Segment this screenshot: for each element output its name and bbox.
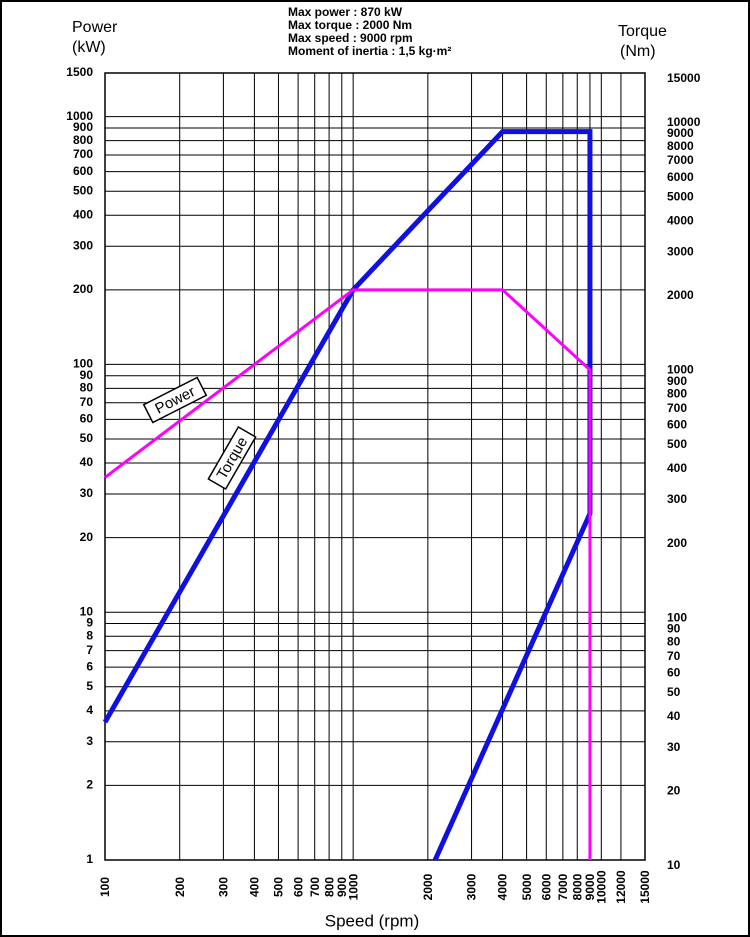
y2-tick-label: 5000 — [667, 189, 694, 203]
y2-tick-label: 15000 — [667, 71, 701, 85]
y2-tick-label: 30 — [667, 740, 681, 754]
y-tick-label: 300 — [73, 238, 93, 252]
y-axis-label: (kW) — [72, 39, 106, 56]
y-tick-label: 70 — [80, 395, 94, 409]
y2-tick-label: 800 — [667, 387, 687, 401]
x-tick-label: 500 — [272, 877, 286, 897]
label-box — [207, 425, 257, 491]
y-tick-label: 9 — [86, 616, 93, 630]
y2-axis-label: (Nm) — [620, 43, 656, 60]
y2-tick-label: 10000 — [667, 115, 701, 129]
x-tick-label: 700 — [308, 877, 322, 897]
chart-title: Max torque : 2000 Nm — [288, 18, 412, 32]
x-tick-label: 6000 — [539, 873, 553, 900]
y2-tick-label: 900 — [667, 374, 687, 388]
y2-tick-label: 7000 — [667, 153, 694, 167]
y-tick-label: 1500 — [66, 65, 93, 79]
y-tick-label: 90 — [80, 368, 94, 382]
y-tick-label: 400 — [73, 207, 93, 221]
y-tick-label: 20 — [80, 530, 94, 544]
x-tick-label: 1000 — [346, 873, 360, 900]
x-tick-label: 7000 — [556, 873, 570, 900]
y2-tick-label: 9000 — [667, 126, 694, 140]
y2-tick-label: 8000 — [667, 139, 694, 153]
y2-tick-label: 700 — [667, 401, 687, 415]
chart-title: Moment of inertia : 1,5 kg·m² — [288, 44, 451, 58]
x-tick-label: 3000 — [465, 873, 479, 900]
y-tick-label: 30 — [80, 486, 94, 500]
curve-label: Power — [142, 376, 208, 424]
y-tick-label: 600 — [73, 164, 93, 178]
y-tick-label: 40 — [80, 455, 94, 469]
y-tick-label: 7 — [86, 643, 93, 657]
y-tick-label: 100 — [73, 357, 93, 371]
label-box — [142, 376, 208, 424]
y2-tick-label: 40 — [667, 709, 681, 723]
y-tick-label: 200 — [73, 282, 93, 296]
curve-label: Torque — [207, 425, 257, 491]
y2-tick-label: 60 — [667, 665, 681, 679]
y-tick-label: 4 — [86, 703, 93, 717]
x-tick-label: 9000 — [583, 873, 597, 900]
y-tick-label: 5 — [86, 679, 93, 693]
y2-tick-label: 2000 — [667, 288, 694, 302]
chart-title: Max power : 870 kW — [288, 5, 403, 19]
y2-tick-label: 4000 — [667, 213, 694, 227]
y2-tick-label: 300 — [667, 492, 687, 506]
x-tick-label: 8000 — [570, 873, 584, 900]
x-tick-label: 4000 — [496, 873, 510, 900]
y2-axis-label: Torque — [618, 23, 667, 40]
y-tick-label: 700 — [73, 147, 93, 161]
y-tick-label: 1 — [86, 852, 93, 866]
chart-title: Max speed : 9000 rpm — [288, 31, 413, 45]
y-tick-label: 10 — [80, 604, 94, 618]
y-axis-label: Power — [72, 19, 118, 36]
y2-tick-label: 90 — [667, 622, 681, 636]
y2-tick-label: 200 — [667, 536, 687, 550]
x-tick-label: 15000 — [638, 870, 652, 904]
x-tick-label: 2000 — [421, 873, 435, 900]
x-tick-label: 800 — [322, 877, 336, 897]
y-tick-label: 3 — [86, 734, 93, 748]
y-tick-label: 900 — [73, 120, 93, 134]
y2-tick-label: 20 — [667, 784, 681, 798]
x-tick-label: 600 — [291, 877, 305, 897]
x-tick-label: 200 — [173, 877, 187, 897]
y-tick-label: 80 — [80, 381, 94, 395]
y-tick-label: 60 — [80, 412, 94, 426]
y2-tick-label: 400 — [667, 461, 687, 475]
y2-tick-label: 80 — [667, 634, 681, 648]
y2-tick-label: 500 — [667, 437, 687, 451]
series-line — [104, 288, 592, 860]
y-tick-label: 50 — [80, 431, 94, 445]
x-axis-label: Speed (rpm) — [325, 911, 419, 930]
x-tick-label: 5000 — [520, 873, 534, 900]
y2-tick-label: 3000 — [667, 244, 694, 258]
y-tick-label: 1000 — [66, 109, 93, 123]
y-tick-label: 500 — [73, 183, 93, 197]
x-tick-label: 100 — [98, 877, 112, 897]
y2-tick-label: 6000 — [667, 170, 694, 184]
x-tick-label: 400 — [248, 877, 262, 897]
y-tick-label: 8 — [86, 628, 93, 642]
x-tick-label: 10000 — [594, 870, 608, 904]
plot-border — [104, 72, 646, 861]
x-tick-label: 300 — [217, 877, 231, 897]
x-tick-label: 12000 — [614, 870, 628, 904]
y-tick-label: 6 — [86, 659, 93, 673]
series-line — [102, 129, 593, 862]
y-tick-label: 2 — [86, 778, 93, 792]
y2-tick-label: 70 — [667, 649, 681, 663]
y2-tick-label: 50 — [667, 685, 681, 699]
y2-tick-label: 1000 — [667, 363, 694, 377]
y2-tick-label: 600 — [667, 418, 687, 432]
y2-tick-label: 10 — [667, 858, 681, 872]
x-tick-label: 900 — [335, 877, 349, 897]
y2-tick-label: 100 — [667, 610, 687, 624]
y-tick-label: 800 — [73, 133, 93, 147]
